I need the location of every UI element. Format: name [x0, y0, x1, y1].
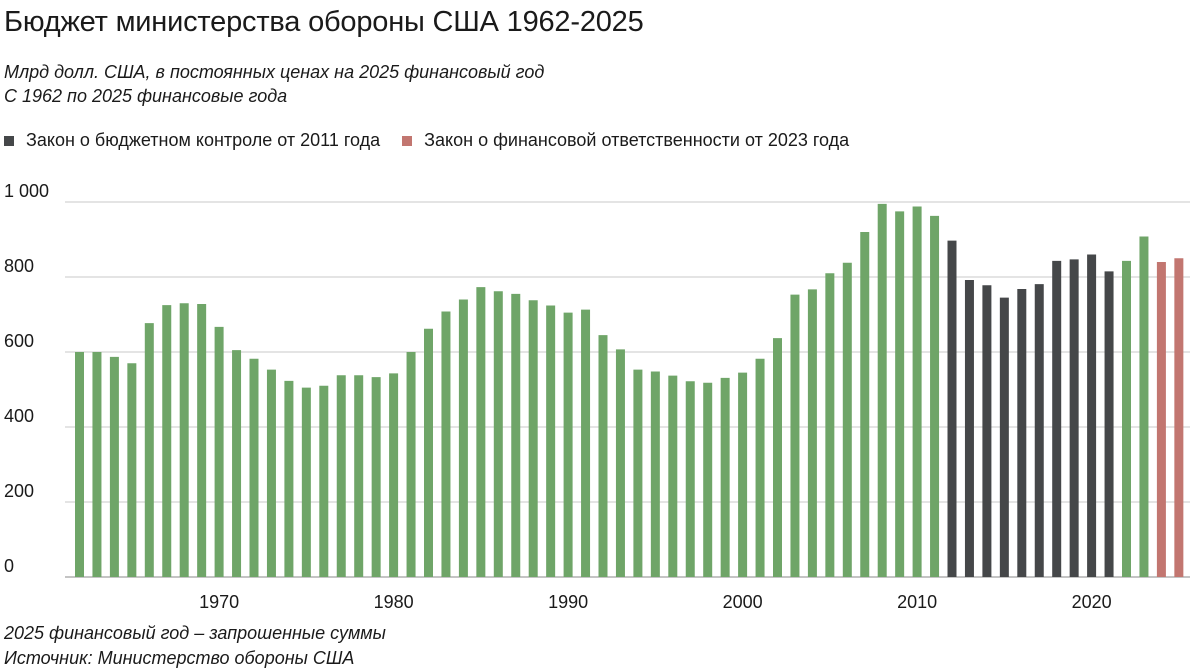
bar-2008	[877, 203, 887, 577]
bar-1983	[441, 311, 451, 577]
bar-1997	[685, 381, 695, 577]
bar-1972	[249, 358, 259, 577]
bar-2020	[1087, 254, 1097, 577]
bar-1995	[650, 371, 660, 577]
bar-1971	[232, 350, 242, 577]
bar-1978	[354, 375, 364, 577]
bar-1973	[266, 369, 276, 577]
footnote-source: Источник: Министерство обороны США	[4, 648, 355, 668]
bar-2000	[738, 372, 748, 577]
bar-2005	[825, 273, 835, 577]
bar-2018	[1052, 260, 1062, 577]
bar-1981	[406, 352, 416, 577]
bar-1974	[284, 380, 294, 577]
bar-2011	[930, 215, 940, 577]
bar-1989	[546, 305, 556, 577]
chart-subtitle-period: С 1962 по 2025 финансовые года	[4, 86, 288, 106]
bar-2025	[1174, 258, 1184, 577]
bar-1976	[319, 385, 329, 577]
bar-2019	[1069, 259, 1079, 577]
bar-1965	[127, 363, 137, 577]
x-tick-label-1990: 1990	[548, 592, 588, 612]
bar-1996	[668, 375, 678, 577]
bar-1977	[336, 375, 346, 577]
x-tick-label-1970: 1970	[199, 592, 239, 612]
x-tick-label-2020: 2020	[1072, 592, 1112, 612]
bar-1984	[458, 299, 468, 577]
bar-2004	[807, 289, 817, 577]
bar-1980	[389, 373, 399, 577]
bar-2014	[982, 285, 992, 577]
chart-subtitle-units: Млрд долл. США, в постоянных ценах на 20…	[4, 62, 545, 82]
bar-1994	[633, 369, 643, 577]
bar-1969	[197, 304, 207, 577]
bar-2016	[1017, 289, 1027, 577]
x-tick-label-2010: 2010	[897, 592, 937, 612]
y-tick-label-0: 0	[4, 556, 14, 576]
legend-swatch-bca	[4, 135, 14, 146]
bar-2022	[1122, 260, 1131, 577]
bar-2001	[755, 358, 765, 577]
bar-1993	[615, 349, 625, 577]
bar-2007	[860, 232, 870, 577]
bar-1968	[179, 303, 189, 577]
bar-1970	[214, 326, 224, 577]
y-tick-label-1000: 1 000	[4, 181, 49, 201]
bar-1985	[476, 287, 486, 577]
bar-1992	[598, 335, 608, 577]
bar-1966	[144, 323, 154, 577]
bar-1988	[528, 300, 538, 577]
bar-1991	[581, 309, 591, 577]
bar-1982	[424, 328, 433, 577]
bar-1999	[720, 377, 730, 577]
bar-2015	[999, 297, 1009, 577]
bar-1963	[92, 352, 102, 577]
bar-2021	[1104, 271, 1114, 577]
bar-1998	[703, 382, 713, 577]
bar-1986	[493, 291, 503, 577]
bar-2024	[1156, 262, 1166, 577]
bar-2003	[790, 294, 800, 577]
x-tick-label-1980: 1980	[374, 592, 414, 612]
legend-label-bca: Закон о бюджетном контроле от 2011 года	[26, 130, 381, 150]
y-tick-label-400: 400	[4, 406, 34, 426]
bar-2023	[1139, 236, 1149, 577]
bar-2009	[895, 211, 905, 577]
bar-1979	[371, 377, 381, 577]
legend-item-bca: Закон о бюджетном контроле от 2011 года	[4, 130, 380, 151]
legend-swatch-fra	[402, 135, 413, 146]
bar-1964	[109, 356, 119, 577]
legend-item-fra: Закон о финансовой ответственности от 20…	[402, 130, 849, 151]
bar-2002	[773, 338, 782, 577]
bar-1990	[563, 312, 573, 577]
bar-1967	[162, 305, 172, 577]
chart-legend: Закон о бюджетном контроле от 2011 года …	[4, 130, 871, 151]
y-tick-label-600: 600	[4, 331, 34, 351]
bar-1962	[75, 352, 84, 577]
y-tick-label-200: 200	[4, 481, 34, 501]
bar-2017	[1034, 284, 1044, 577]
bar-2006	[842, 262, 852, 577]
y-tick-label-800: 800	[4, 256, 34, 276]
bar-2013	[964, 280, 974, 577]
legend-label-fra: Закон о финансовой ответственности от 20…	[424, 130, 850, 150]
bar-2010	[912, 206, 922, 577]
bar-1987	[511, 293, 521, 577]
x-tick-label-2000: 2000	[723, 592, 763, 612]
bar-1975	[301, 387, 311, 577]
footnote-2025-requested: 2025 финансовый год – запрошенные суммы	[4, 623, 386, 643]
chart-title: Бюджет министерства обороны США 1962-202…	[4, 6, 644, 38]
bar-2012	[947, 240, 957, 577]
